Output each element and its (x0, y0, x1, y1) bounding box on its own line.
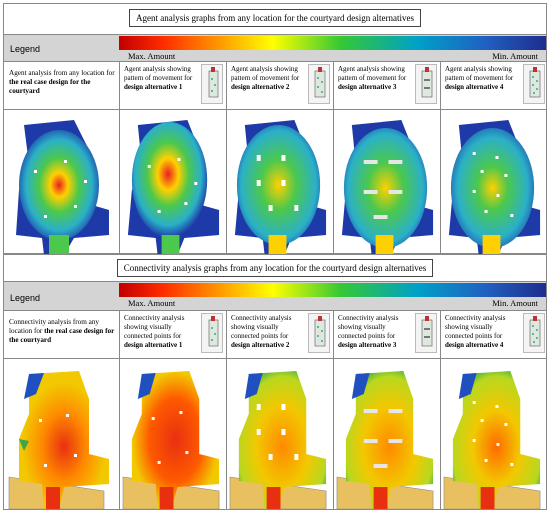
connectivity-heatmap-alt-4 (440, 359, 548, 509)
agent-heatmap-alt-3 (333, 110, 440, 255)
connectivity-title-row: Connectivity analysis graphs from any lo… (4, 255, 546, 281)
connectivity-color-scale (119, 283, 546, 297)
floor-plan-thumbnail-icon (523, 313, 545, 353)
heatmap-plan-icon (127, 120, 220, 255)
heatmap-plan-icon (229, 371, 327, 509)
agent-legend-label: Legend (10, 44, 41, 54)
floor-plan-thumbnail-icon (415, 64, 437, 104)
heatmap-plan-icon (448, 120, 541, 255)
connectivity-heatmap-alt-1 (119, 359, 226, 509)
floor-plan-thumbnail-icon (308, 64, 330, 104)
agent-title-row: Agent analysis graphs from any location … (4, 4, 546, 34)
connectivity-heatmap-alt-3 (333, 359, 440, 509)
agent-heatmap-alt-4 (440, 110, 548, 255)
floor-plan-thumbnail-icon (415, 313, 437, 353)
connectivity-heatmap-alt-2 (226, 359, 333, 509)
connectivity-desc-text: Connectivity analysis showing visually c… (124, 314, 185, 349)
floor-plan-thumbnail-icon (523, 64, 545, 104)
connectivity-description-row: Connectivity analysis from any location … (4, 311, 546, 359)
agent-desc-text: Agent analysis showing pattern of moveme… (231, 65, 300, 91)
connectivity-desc-alt-4: Connectivity analysis showing visually c… (440, 311, 548, 358)
agent-desc-alt-2: Agent analysis showing pattern of moveme… (226, 62, 333, 109)
agent-heatmap-real-case (4, 110, 119, 255)
connectivity-desc-alt-3: Connectivity analysis showing visually c… (333, 311, 440, 358)
connectivity-desc-text: Connectivity analysis showing visually c… (231, 314, 292, 349)
agent-desc-alt-4: Agent analysis showing pattern of moveme… (440, 62, 548, 109)
heatmap-plan-icon (336, 371, 434, 509)
heatmap-plan-icon (234, 120, 327, 255)
connectivity-desc-text: Connectivity analysis showing visually c… (338, 314, 399, 349)
connectivity-legend-row: Legend Max. Amount Min. Amount (4, 281, 546, 311)
connectivity-desc-text: Connectivity analysis showing visually c… (445, 314, 506, 349)
agent-desc-text: Agent analysis from any location for the… (9, 69, 115, 95)
agent-analysis-table: Agent analysis graphs from any location … (3, 3, 547, 255)
connectivity-desc-text: Connectivity analysis from any location … (9, 318, 115, 344)
agent-desc-alt-1: Agent analysis showing pattern of moveme… (119, 62, 226, 109)
connectivity-table-title: Connectivity analysis graphs from any lo… (116, 259, 434, 277)
heatmap-plan-icon (341, 120, 434, 255)
heatmap-plan-icon (8, 371, 109, 509)
agent-heatmap-alt-1 (119, 110, 226, 255)
agent-max-label: Max. Amount (128, 51, 176, 61)
floor-plan-thumbnail-icon (201, 313, 223, 353)
agent-legend-row: Legend Max. Amount Min. Amount (4, 34, 546, 62)
floor-plan-thumbnail-icon (308, 313, 330, 353)
heatmap-plan-icon (16, 120, 109, 255)
floor-plan-thumbnail-icon (201, 64, 223, 104)
agent-heatmap-alt-2 (226, 110, 333, 255)
connectivity-min-label: Min. Amount (492, 298, 538, 308)
agent-desc-text: Agent analysis showing pattern of moveme… (445, 65, 514, 91)
connectivity-desc-alt-2: Connectivity analysis showing visually c… (226, 311, 333, 358)
connectivity-heatmap-row (4, 359, 546, 509)
agent-desc-real-case: Agent analysis from any location for the… (4, 62, 119, 109)
connectivity-analysis-table: Connectivity analysis graphs from any lo… (3, 254, 547, 510)
agent-desc-text: Agent analysis showing pattern of moveme… (338, 65, 407, 91)
heatmap-plan-icon (122, 371, 220, 509)
connectivity-max-label: Max. Amount (128, 298, 176, 308)
connectivity-heatmap-real-case (4, 359, 119, 509)
agent-color-scale (119, 36, 546, 50)
agent-desc-text: Agent analysis showing pattern of moveme… (124, 65, 193, 91)
agent-description-row: Agent analysis from any location for the… (4, 62, 546, 110)
connectivity-legend-label: Legend (10, 293, 41, 303)
agent-desc-alt-3: Agent analysis showing pattern of moveme… (333, 62, 440, 109)
agent-min-label: Min. Amount (492, 51, 538, 61)
connectivity-desc-real-case: Connectivity analysis from any location … (4, 311, 119, 358)
agent-table-title: Agent analysis graphs from any location … (129, 9, 421, 27)
heatmap-plan-icon (443, 371, 541, 509)
connectivity-desc-alt-1: Connectivity analysis showing visually c… (119, 311, 226, 358)
agent-heatmap-row (4, 110, 546, 255)
